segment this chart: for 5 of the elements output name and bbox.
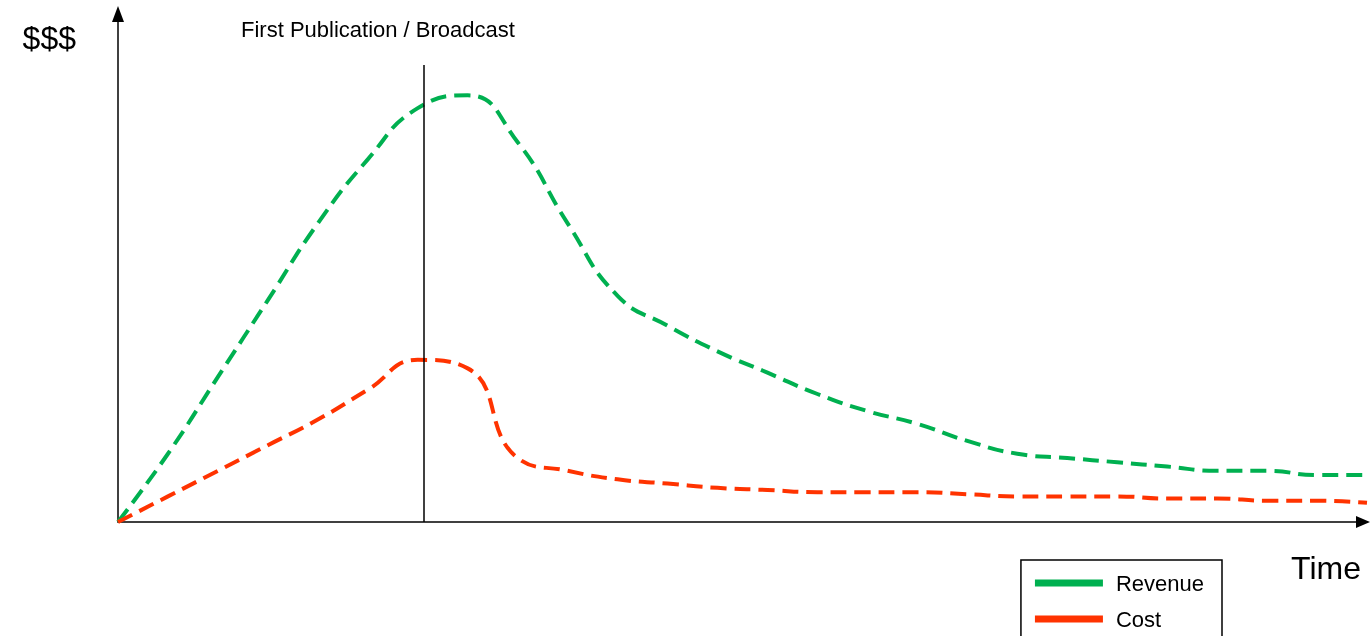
x-axis-title: Time <box>1291 550 1361 586</box>
y-axis-title: $$$ <box>22 20 77 56</box>
legend-label: Revenue <box>1115 570 1205 596</box>
legend-label: Cost <box>1115 606 1162 632</box>
text: First Publication / Broadcast <box>241 16 515 42</box>
